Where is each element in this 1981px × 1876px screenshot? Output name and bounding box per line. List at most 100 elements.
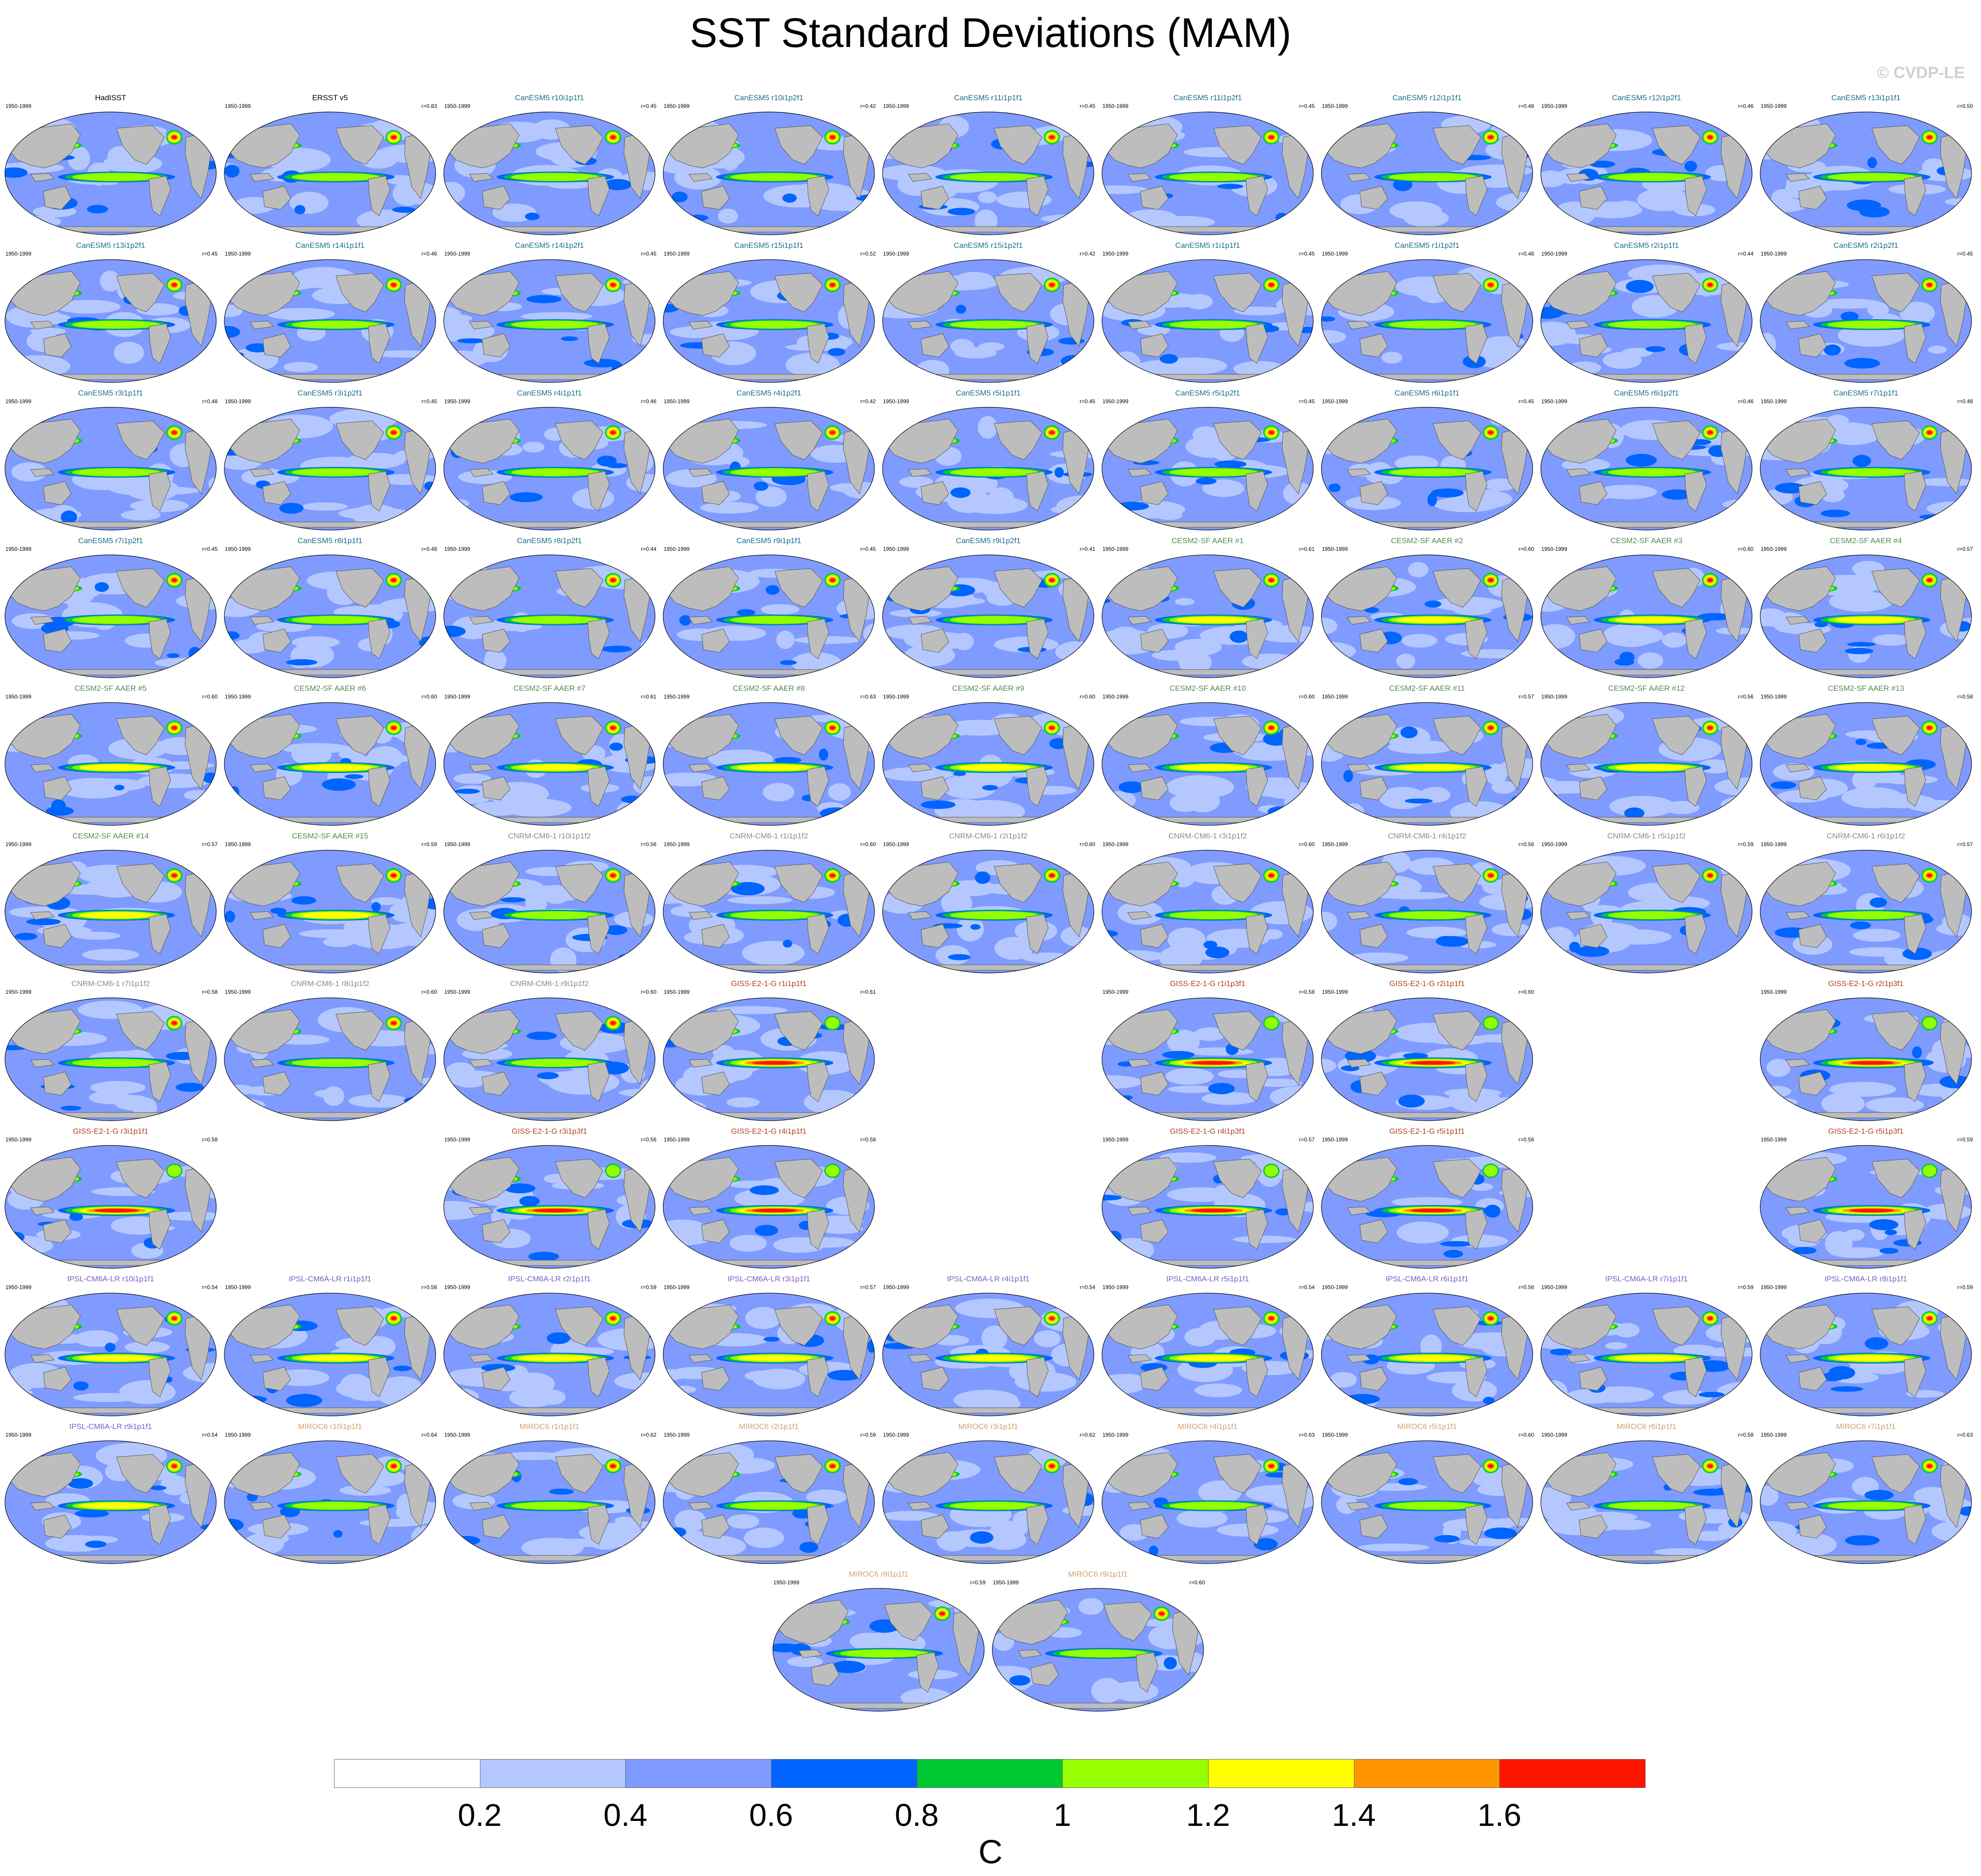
moderate-variability-patch (73, 1381, 89, 1391)
map-panel: CESM2-SF AAER #9 1950-1999 r=0.60 (881, 684, 1095, 827)
map-panel: CESM2-SF AAER #1 1950-1999 r=0.61 (1101, 536, 1315, 680)
moderate-variability-patch (528, 1252, 559, 1262)
enso-band (1835, 616, 1909, 624)
enso-band (72, 173, 161, 181)
land-mass (1140, 1071, 1169, 1096)
land-mass (1652, 1306, 1701, 1346)
land-mass (1776, 1555, 1958, 1561)
land-mass (1432, 1306, 1481, 1346)
moderate-variability-patch (224, 911, 235, 922)
enso-band (518, 764, 592, 771)
land-mass (368, 914, 391, 954)
low-variability-patch (1021, 952, 1074, 963)
land-mass (1359, 333, 1388, 358)
land-mass (921, 628, 949, 653)
low-variability-patch (526, 1378, 545, 1393)
land-mass (774, 420, 823, 460)
panel-title: CESM2-SF AAER #10 (1169, 684, 1246, 693)
moderate-variability-patch (1054, 467, 1064, 478)
low-variability-patch (646, 1450, 655, 1460)
low-variability-patch (90, 1081, 146, 1094)
enso-band (1169, 173, 1258, 181)
land-mass (250, 1354, 274, 1363)
enso-band (511, 1502, 600, 1510)
moderate-variability-patch (1159, 354, 1178, 364)
enso-band (511, 911, 600, 919)
land-mass (688, 468, 713, 477)
land-mass (807, 323, 829, 364)
map-outline (1760, 850, 1972, 973)
moderate-variability-patch (688, 214, 709, 221)
moderate-variability-patch (774, 757, 801, 763)
moderate-variability-patch (1684, 161, 1697, 172)
land-mass (1347, 173, 1372, 182)
sst-map (443, 554, 656, 678)
low-variability-patch (1159, 1152, 1217, 1163)
land-mass (1465, 176, 1488, 216)
low-variability-patch (1584, 905, 1620, 913)
colorbar-tick-label: 1.2 (1186, 1797, 1230, 1833)
sst-map (443, 702, 656, 826)
panel-years: 1950-1999 (1322, 1284, 1348, 1290)
panel-pattern-correlation: r=0.45 (1518, 398, 1534, 405)
panel-pattern-correlation: r=0.60 (1189, 1579, 1205, 1586)
map-panel: CanESM5 r4i1p1f1 1950-1999 r=0.46 (442, 388, 656, 532)
panel-title: MIROC6 r1i1p1f1 (519, 1422, 580, 1431)
land-mass (335, 863, 384, 903)
moderate-variability-patch (1624, 807, 1645, 819)
colorbar-bin (771, 1759, 917, 1788)
enso-band (1191, 1061, 1236, 1065)
land-mass (1798, 1071, 1827, 1096)
low-variability-patch (59, 777, 130, 799)
moderate-variability-patch (663, 1106, 688, 1112)
low-variability-patch (1321, 1058, 1336, 1073)
land-mass (1871, 273, 1920, 312)
map-panel: GISS-E2-1-G r3i1p1f1 1950-1999 r=0.58 (4, 1127, 218, 1270)
enso-band (1177, 1355, 1251, 1362)
map-outline (5, 1145, 217, 1269)
panel-title: CanESM5 r12i1p1f1 (1392, 93, 1462, 102)
moderate-variability-patch (404, 1096, 436, 1105)
map-panel: IPSL-CM6A-LR r8i1p1f1 1950-1999 r=0.59 (1759, 1274, 1973, 1418)
land-mass (469, 763, 494, 773)
sst-map (882, 1293, 1094, 1416)
map-outline (1760, 1440, 1972, 1564)
map-panel: MIROC6 r2i1p1f1 1950-1999 r=0.59 (662, 1422, 876, 1565)
low-variability-patch (280, 743, 351, 754)
moderate-variability-patch (1510, 802, 1533, 812)
land-mass (1557, 1555, 1739, 1561)
land-mass (250, 1502, 274, 1511)
panel-pattern-correlation: r=0.60 (860, 841, 876, 847)
enso-band (1389, 173, 1477, 181)
sst-map (5, 259, 217, 383)
low-variability-patch (1605, 1342, 1628, 1350)
map-outline (443, 1145, 656, 1269)
moderate-variability-patch (1831, 1386, 1864, 1392)
map-panel: MIROC6 r1i1p1f1 1950-1999 r=0.62 (442, 1422, 656, 1565)
sst-map (1102, 850, 1314, 973)
moderate-variability-patch (621, 796, 643, 803)
gulf-stream-hotspot (830, 726, 835, 730)
enso-band (518, 1355, 592, 1362)
moderate-variability-patch (1328, 483, 1341, 492)
sst-map (882, 702, 1094, 826)
land-mass (1347, 468, 1372, 477)
map-panel: CanESM5 r13i1p1f1 1950-1999 r=0.50 (1759, 93, 1973, 237)
land-mass (1798, 186, 1827, 210)
low-variability-patch (1389, 201, 1442, 220)
land-mass (149, 176, 171, 216)
low-variability-patch (1825, 1231, 1853, 1256)
panel-years: 1950-1999 (1102, 989, 1129, 995)
low-variability-patch (344, 1382, 393, 1401)
gulf-stream-hotspot (391, 1021, 396, 1025)
panel-pattern-correlation: r=0.57 (1299, 1136, 1315, 1143)
panel-years: 1950-1999 (1761, 841, 1787, 847)
sst-map (1760, 259, 1972, 383)
land-mass (1337, 226, 1520, 233)
map-outline (663, 407, 875, 531)
land-mass (43, 776, 72, 801)
moderate-variability-patch (444, 625, 466, 638)
moderate-variability-patch (753, 481, 768, 491)
panel-pattern-correlation: r=0.57 (1957, 841, 1973, 847)
low-variability-patch (977, 416, 998, 439)
